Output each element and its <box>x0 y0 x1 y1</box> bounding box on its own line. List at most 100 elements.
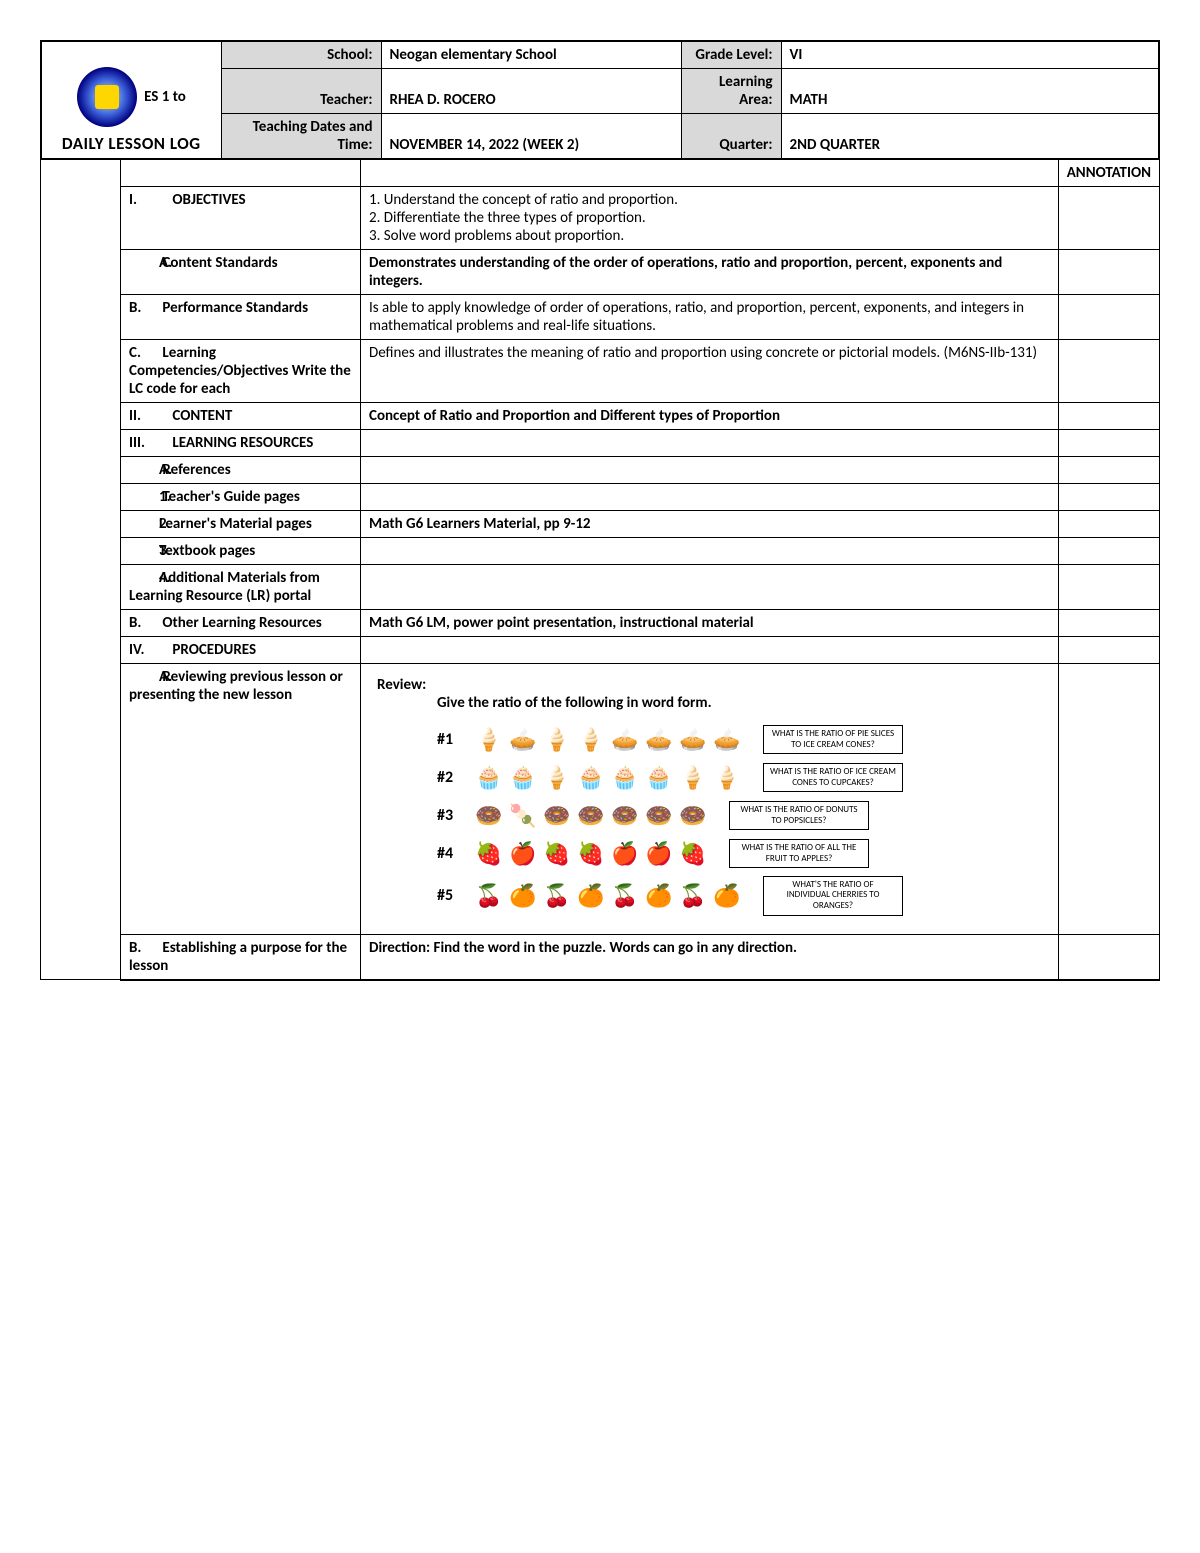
ratio-icon: 🍎 <box>609 838 641 870</box>
reviewing-label: Reviewing previous lesson or presenting … <box>129 668 343 704</box>
additional-num: 4. <box>129 569 159 587</box>
ratio-icon: 🧁 <box>643 762 675 794</box>
row-reviewing: A. Reviewing previous lesson or presenti… <box>41 663 1160 934</box>
row-procedures: IV. PROCEDURES <box>41 636 1160 663</box>
ratio-num: #2 <box>437 768 465 787</box>
ratio-icon: 🍩 <box>643 800 675 832</box>
obj-line-1: 1. Understand the concept of ratio and p… <box>369 191 1050 209</box>
procedures-roman: IV. <box>129 641 169 659</box>
objectives-content: 1. Understand the concept of ratio and p… <box>361 186 1059 249</box>
ratio-question-box: WHAT'S THE RATIO OF INDIVIDUAL CHERRIES … <box>763 876 903 916</box>
content-standards-letter: A. <box>129 254 159 272</box>
ratio-question-box: WHAT IS THE RATIO OF DONUTS TO POPSICLES… <box>729 801 869 831</box>
ratio-icon: 🍩 <box>473 800 505 832</box>
performance-standards-text: Is able to apply knowledge of order of o… <box>361 294 1059 339</box>
ratio-row-1: #1🍦🥧🍦🍦🥧🥧🥧🥧WHAT IS THE RATIO OF PIE SLICE… <box>437 724 1042 756</box>
ratio-icons-strip: 🍓🍎🍓🍓🍎🍎🍓 <box>473 838 709 870</box>
ratio-row-2: #2🧁🧁🍦🧁🧁🧁🍦🍦WHAT IS THE RATIO OF ICE CREAM… <box>437 762 1042 794</box>
references-letter: A. <box>129 461 159 479</box>
ratio-question-box: WHAT IS THE RATIO OF PIE SLICES TO ICE C… <box>763 725 903 755</box>
ratio-icon: 🍒 <box>677 880 709 912</box>
learners-material-num: 2. <box>129 515 159 533</box>
ratio-icon: 🍊 <box>643 880 675 912</box>
dates-value: NOVEMBER 14, 2022 (WEEK 2) <box>381 114 681 160</box>
ratio-icon: 🍓 <box>473 838 505 870</box>
establishing-label: Establishing a purpose for the lesson <box>129 939 347 975</box>
title-line1: ES 1 to <box>144 88 186 106</box>
main-table: ANNOTATION I. OBJECTIVES 1. Understand t… <box>40 159 1160 981</box>
procedures-label: PROCEDURES <box>172 641 256 659</box>
ratio-icon: 🥧 <box>711 724 743 756</box>
teachers-guide-label: Teacher's Guide pages <box>162 488 299 506</box>
row-establishing: B. Establishing a purpose for the lesson… <box>41 934 1160 980</box>
establishing-letter: B. <box>129 939 159 957</box>
quarter-label: Quarter: <box>681 114 781 160</box>
row-objectives: I. OBJECTIVES 1. Understand the concept … <box>41 186 1160 249</box>
content-label: CONTENT <box>172 407 232 425</box>
ratio-icon: 🧁 <box>609 762 641 794</box>
area-label: Learning Area: <box>681 69 781 114</box>
header-table: ES 1 to DAILY LESSON LOG School: Neogan … <box>40 40 1160 160</box>
ratio-items-container: #1🍦🥧🍦🍦🥧🥧🥧🥧WHAT IS THE RATIO OF PIE SLICE… <box>377 724 1042 916</box>
objectives-label: OBJECTIVES <box>172 191 245 209</box>
other-resources-letter: B. <box>129 614 159 632</box>
row-references: A. References <box>41 456 1160 483</box>
row-content: II. CONTENT Concept of Ratio and Proport… <box>41 402 1160 429</box>
objectives-roman: I. <box>129 191 169 209</box>
grade-value: VI <box>781 41 1159 69</box>
ratio-num: #4 <box>437 844 465 863</box>
ratio-icon: 🍊 <box>711 880 743 912</box>
learning-resources-label: LEARNING RESOURCES <box>172 434 313 452</box>
ratio-question-box: WHAT IS THE RATIO OF ALL THE FRUIT TO AP… <box>729 839 869 869</box>
ratio-icon: 🥧 <box>609 724 641 756</box>
teachers-guide-num: 1. <box>129 488 159 506</box>
row-content-standards: A. Content Standards Demonstrates unders… <box>41 249 1160 294</box>
content-standards-text: Demonstrates understanding of the order … <box>361 249 1059 294</box>
ratio-icon: 🍦 <box>473 724 505 756</box>
learning-competencies-letter: C. <box>129 344 159 362</box>
row-other-resources: B. Other Learning Resources Math G6 LM, … <box>41 609 1160 636</box>
ratio-num: #5 <box>437 886 465 905</box>
learning-resources-roman: III. <box>129 434 169 452</box>
obj-line-3: 3. Solve word problems about proportion. <box>369 227 1050 245</box>
ratio-row-4: #4 🍓🍎🍓🍓🍎🍎🍓 WHAT IS THE RATIO OF ALL THE FR… <box>437 838 1042 870</box>
ratio-icon: 🍓 <box>575 838 607 870</box>
ratio-icon: 🥧 <box>507 724 539 756</box>
row-learners-material: 2.Learner's Material pages Math G6 Learn… <box>41 510 1160 537</box>
textbook-label: Textbook pages <box>159 542 255 560</box>
reviewing-letter: A. <box>129 668 159 686</box>
ratio-icon: 🍡 <box>507 800 539 832</box>
review-instruction: Give the ratio of the following in word … <box>377 694 1042 712</box>
ratio-question-box: WHAT IS THE RATIO OF ICE CREAM CONES TO … <box>763 763 903 793</box>
ratio-icon: 🍦 <box>541 762 573 794</box>
content-text: Concept of Ratio and Proportion and Diff… <box>361 402 1059 429</box>
ratio-row-5: #5🍒🍊🍒🍊🍒🍊🍒🍊WHAT'S THE RATIO OF INDIVIDUAL… <box>437 876 1042 916</box>
ratio-icons-strip: 🍩🍡🍩🍩🍩🍩🍩 <box>473 800 709 832</box>
grade-label: Grade Level: <box>681 41 781 69</box>
ratio-icon: 🧁 <box>473 762 505 794</box>
performance-standards-letter: B. <box>129 299 159 317</box>
row-textbook: 3.Textbook pages <box>41 537 1160 564</box>
ratio-icon: 🍦 <box>575 724 607 756</box>
establishing-text: Direction: Find the word in the puzzle. … <box>361 934 1059 980</box>
area-value: MATH <box>781 69 1159 114</box>
ratio-icons-strip: 🍦🥧🍦🍦🥧🥧🥧🥧 <box>473 724 743 756</box>
learners-material-text: Math G6 Learners Material, pp 9-12 <box>361 510 1059 537</box>
ratio-row-3: #3🍩🍡🍩🍩🍩🍩🍩WHAT IS THE RATIO OF DONUTS TO … <box>437 800 1042 832</box>
ratio-icon: 🍒 <box>473 880 505 912</box>
ratio-icon: 🍓 <box>541 838 573 870</box>
ratio-icon: 🍩 <box>575 800 607 832</box>
references-label: References <box>162 461 230 479</box>
textbook-num: 3. <box>129 542 159 560</box>
logo-badge <box>77 67 137 127</box>
lesson-log-page: ES 1 to DAILY LESSON LOG School: Neogan … <box>40 40 1160 981</box>
ratio-icon: 🧁 <box>575 762 607 794</box>
row-teachers-guide: 1. Teacher's Guide pages <box>41 483 1160 510</box>
row-performance-standards: B. Performance Standards Is able to appl… <box>41 294 1160 339</box>
quarter-value: 2ND QUARTER <box>781 114 1159 160</box>
ratio-icon: 🍩 <box>609 800 641 832</box>
ratio-icon: 🍊 <box>575 880 607 912</box>
review-title: Review: <box>377 676 1042 694</box>
school-value: Neogan elementary School <box>381 41 681 69</box>
ratio-icon: 🥧 <box>677 724 709 756</box>
